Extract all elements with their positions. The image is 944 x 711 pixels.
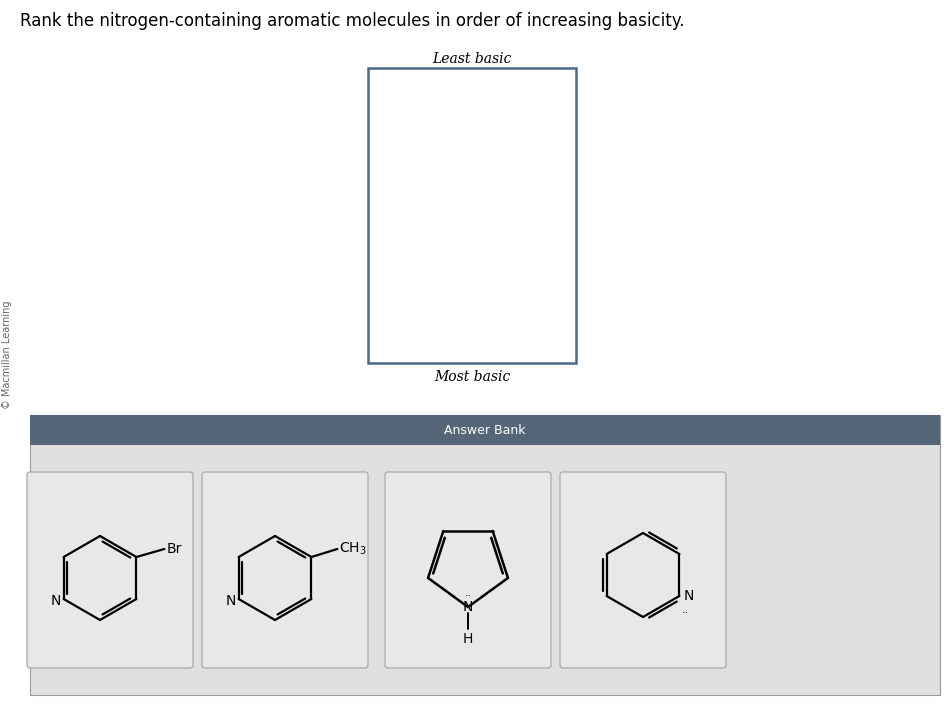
FancyBboxPatch shape bbox=[27, 472, 193, 668]
FancyBboxPatch shape bbox=[560, 472, 726, 668]
Text: Least basic: Least basic bbox=[432, 52, 512, 66]
Text: Br: Br bbox=[166, 542, 182, 556]
Bar bbox=[368, 68, 576, 363]
Text: Most basic: Most basic bbox=[434, 370, 510, 384]
Text: H: H bbox=[463, 632, 473, 646]
Text: © Macmillan Learning: © Macmillan Learning bbox=[2, 301, 12, 410]
Text: N: N bbox=[463, 600, 473, 614]
Text: ..: .. bbox=[464, 588, 472, 598]
Text: Rank the nitrogen-containing aromatic molecules in order of increasing basicity.: Rank the nitrogen-containing aromatic mo… bbox=[20, 12, 684, 30]
Bar bbox=[30, 415, 940, 695]
Text: N: N bbox=[683, 589, 694, 603]
Text: CH$_3$: CH$_3$ bbox=[340, 541, 367, 557]
Text: Answer Bank: Answer Bank bbox=[445, 424, 526, 437]
FancyBboxPatch shape bbox=[202, 472, 368, 668]
Bar bbox=[30, 415, 940, 445]
Text: N: N bbox=[50, 594, 60, 608]
FancyBboxPatch shape bbox=[385, 472, 551, 668]
Text: ..: .. bbox=[682, 605, 689, 615]
Text: N: N bbox=[226, 594, 236, 608]
